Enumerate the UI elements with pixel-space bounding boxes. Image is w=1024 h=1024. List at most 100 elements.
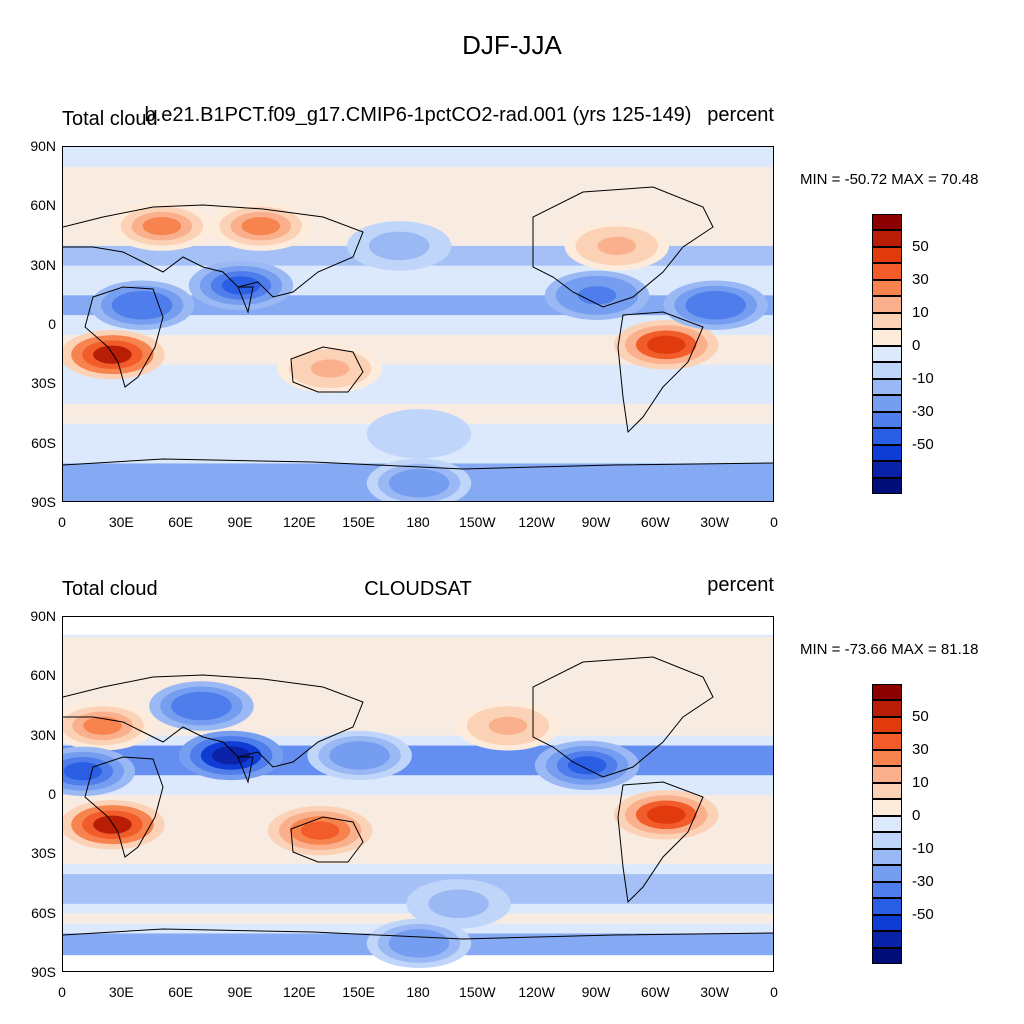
lon-tick-label: 60E <box>168 514 194 530</box>
panel-2-left-title: Total cloud <box>62 578 158 600</box>
anomaly-region <box>455 701 561 751</box>
lon-tick-label: 60E <box>168 984 194 1000</box>
contour-level <box>399 934 439 953</box>
colorbar-segment <box>872 214 902 231</box>
lat-tick-label: 90S <box>31 494 56 510</box>
colorbar-segment <box>872 947 902 964</box>
contour-level <box>488 716 528 735</box>
colorbar-segment <box>872 931 902 948</box>
panel-2-right-title: percent <box>707 574 774 596</box>
lon-tick-label: 120W <box>518 984 555 1000</box>
anomaly-region <box>366 458 472 501</box>
lon-tick-label: 150W <box>459 984 496 1000</box>
lon-tick-label: 90E <box>227 514 253 530</box>
colorbar-segment <box>872 312 902 330</box>
colorbar-label: 30 <box>912 270 929 288</box>
anomaly-region <box>406 879 511 929</box>
colorbar-segment <box>872 378 902 396</box>
colorbar-segment <box>872 815 902 833</box>
contour-level <box>379 236 419 255</box>
colorbar-segment <box>872 749 902 767</box>
anomaly-region <box>178 730 284 781</box>
panel-2-map <box>62 616 774 972</box>
colorbar-segment <box>872 329 902 346</box>
panel-1-left-title: Total cloud <box>62 108 158 130</box>
lat-tick-label: 0 <box>48 786 56 802</box>
contour-level <box>577 286 617 305</box>
contour-level <box>399 424 439 443</box>
colorbar-segment <box>872 345 902 363</box>
anomaly-region <box>564 221 670 271</box>
colorbar-label: 30 <box>912 740 929 758</box>
colorbar-label: -10 <box>912 369 934 387</box>
anomaly-region <box>277 343 383 394</box>
anomaly-region <box>149 681 254 731</box>
lon-tick-label: 120E <box>282 514 316 530</box>
lon-tick-label: 150W <box>459 514 496 530</box>
coastline <box>237 286 254 314</box>
colorbar-segment <box>872 477 902 494</box>
lon-tick-label: 0 <box>770 984 778 1000</box>
colorbar-segment <box>872 279 902 297</box>
lon-tick-label: 30W <box>700 984 730 1000</box>
lat-tick-label: 0 <box>48 316 56 332</box>
anomaly-region <box>63 329 165 380</box>
coastline <box>63 458 773 470</box>
colorbar-segment <box>872 881 902 899</box>
lon-tick-label: 180 <box>406 984 430 1000</box>
panel-1-right-title: percent <box>707 104 774 126</box>
contour-level <box>646 335 686 354</box>
lat-tick-label: 30N <box>30 256 56 273</box>
lon-tick-label: 30E <box>108 514 134 530</box>
coastline <box>237 756 254 784</box>
contour-level <box>83 716 122 735</box>
colorbar-segment <box>872 865 902 882</box>
colorbar-segment <box>872 914 902 932</box>
anomaly-region <box>188 260 294 311</box>
coastline <box>617 311 704 434</box>
lat-tick-label: 60S <box>31 904 56 921</box>
contour-level <box>93 345 132 364</box>
lat-tick-label: 60N <box>30 667 56 684</box>
anomaly-region <box>366 409 472 459</box>
contour-level <box>122 296 162 315</box>
contour-level <box>310 359 350 378</box>
anomaly-region <box>63 799 165 850</box>
colorbar-segment <box>872 684 902 701</box>
colorbar-segment <box>872 799 902 816</box>
colorbar-label: -30 <box>912 872 934 890</box>
panel-2-contour-map <box>63 617 773 971</box>
coastline <box>532 656 714 778</box>
colorbar-label: 50 <box>912 707 929 725</box>
anomaly-region <box>544 270 650 321</box>
anomaly-region <box>109 201 215 251</box>
colorbar-segment <box>872 395 902 412</box>
lat-tick-label: 30S <box>31 375 56 392</box>
contour-level <box>439 894 478 913</box>
lon-tick-label: 90W <box>581 514 611 530</box>
coastline <box>290 816 364 863</box>
colorbar-segment <box>872 461 902 478</box>
lon-tick-label: 60W <box>640 984 670 1000</box>
colorbar-segment <box>872 362 902 379</box>
panel-1-min-max: MIN = -50.72 MAX = 70.48 <box>800 171 979 188</box>
lon-tick-label: 0 <box>770 514 778 530</box>
contour-level <box>211 746 251 765</box>
colorbar-label: 0 <box>912 336 921 354</box>
panel-2-center-title: CLOUDSAT <box>364 578 472 600</box>
colorbar <box>872 684 902 964</box>
contour-level <box>399 474 439 493</box>
lat-tick-label: 30S <box>31 845 56 862</box>
lat-tick-label: 90N <box>30 138 56 154</box>
colorbar-segment <box>872 766 902 783</box>
anomaly-region <box>267 805 373 856</box>
lon-tick-label: 0 <box>58 984 66 1000</box>
colorbar-segment <box>872 782 902 800</box>
anomaly-region <box>613 320 719 370</box>
coastline <box>532 186 714 308</box>
lon-tick-label: 30E <box>108 984 134 1000</box>
colorbar-segment <box>872 832 902 849</box>
colorbar <box>872 214 902 494</box>
lon-tick-label: 150E <box>342 984 375 1000</box>
anomaly-region <box>534 740 640 791</box>
